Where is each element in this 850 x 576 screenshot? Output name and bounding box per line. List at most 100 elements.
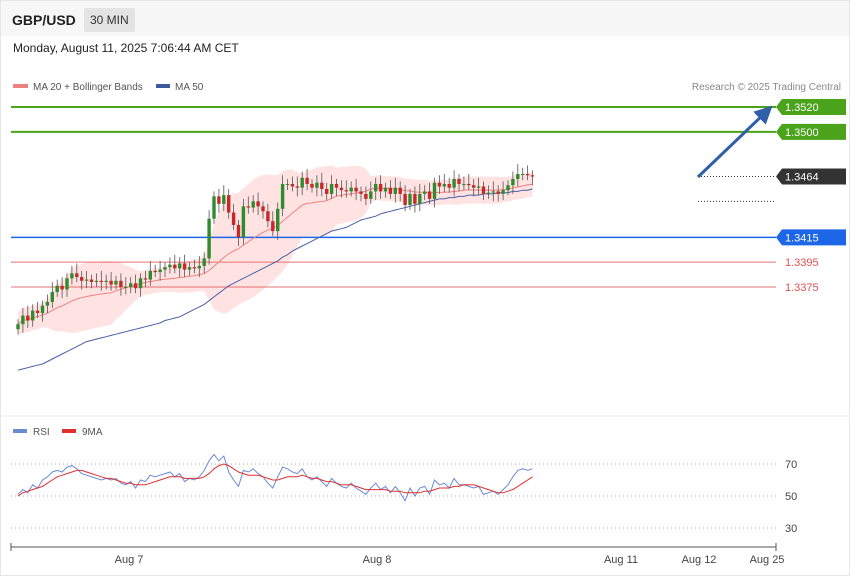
candle-up — [408, 193, 412, 206]
rsi-panel: 70 50 30 — [11, 453, 797, 535]
candle-down — [525, 174, 530, 176]
candle-down — [496, 191, 500, 194]
candle-down — [457, 179, 461, 184]
candle-up — [418, 193, 422, 204]
candle-up — [285, 183, 290, 185]
candle-down — [35, 310, 40, 314]
candle-up — [501, 190, 505, 194]
forecast-arrow — [696, 105, 773, 179]
candle-up — [506, 185, 510, 191]
candle-up — [476, 186, 481, 188]
candle-up — [432, 182, 437, 199]
candle-up — [138, 278, 143, 289]
candle-up — [212, 196, 216, 219]
candle-up — [31, 310, 35, 321]
candle-down — [60, 285, 64, 290]
candle-down — [295, 186, 299, 188]
candle-up — [452, 179, 456, 188]
candle-down — [413, 193, 417, 204]
candle-up — [511, 179, 515, 186]
candle-down — [256, 201, 260, 207]
rsi-ma-line — [17, 463, 533, 497]
rsi-level-label: 70 — [785, 459, 797, 471]
chart-header: GBP/USD 30 MIN — [1, 1, 849, 36]
candle-down — [359, 191, 363, 194]
candle-down — [403, 193, 407, 206]
candle-up — [315, 182, 319, 188]
price-level-labels: 1.3520 1.3500 1.3464 1.3415 1.3395 1.3375 — [776, 99, 846, 294]
x-tick-label: Aug 25 — [750, 554, 785, 566]
candle-down — [388, 187, 393, 194]
candle-up — [222, 195, 226, 204]
candle-down — [467, 183, 471, 186]
candle-down — [266, 211, 270, 222]
candle-down — [75, 273, 79, 278]
candle-down — [231, 212, 236, 225]
candles — [16, 164, 535, 335]
candle-up — [158, 269, 162, 273]
price-levels — [11, 106, 776, 288]
candle-down — [109, 280, 113, 285]
candle-up — [94, 280, 99, 283]
ma20-line — [17, 184, 533, 325]
candle-up — [374, 183, 378, 192]
candle-up — [462, 183, 466, 185]
candle-up — [202, 258, 206, 266]
x-axis: Aug 7 Aug 8 Aug 11 Aug 12 Aug 25 — [10, 543, 785, 566]
candle-down — [437, 182, 442, 187]
ma20-legend-label: MA 20 + Bollinger Bands — [33, 82, 143, 93]
bollinger-band-area — [18, 165, 533, 337]
candle-up — [393, 187, 397, 194]
x-tick-label: Aug 8 — [363, 554, 392, 566]
candle-down — [133, 283, 138, 289]
candle-up — [84, 279, 89, 281]
candle-down — [119, 280, 123, 287]
candle-up — [70, 273, 74, 279]
candle-up — [423, 191, 427, 194]
ma50-legend-label: MA 50 — [175, 82, 204, 93]
candle-up — [491, 191, 495, 193]
candle-up — [114, 280, 118, 285]
candle-down — [447, 183, 451, 188]
candle-up — [163, 267, 167, 270]
candle-down — [26, 315, 30, 321]
resistance-level-label: 1.3500 — [785, 127, 819, 139]
candle-down — [334, 183, 339, 188]
x-tick-label: Aug 12 — [682, 554, 717, 566]
rsi-legend-swatch — [13, 429, 27, 433]
candle-up — [124, 287, 128, 288]
candle-up — [197, 265, 201, 269]
candle-up — [280, 183, 285, 209]
rsi-legend-label: RSI — [33, 427, 50, 438]
candle-up — [187, 267, 192, 270]
candle-up — [521, 174, 525, 176]
candle-up — [329, 183, 334, 194]
candle-down — [398, 187, 402, 194]
symbol-title: GBP/USD — [12, 12, 76, 28]
candle-up — [516, 174, 520, 179]
ma50-legend-swatch — [156, 84, 170, 88]
candle-up — [45, 301, 50, 306]
candle-up — [383, 187, 388, 192]
x-tick-label: Aug 11 — [604, 554, 638, 566]
candle-up — [276, 208, 280, 232]
candle-up — [148, 270, 152, 280]
candle-down — [325, 188, 329, 194]
ma20-legend-swatch — [13, 84, 28, 88]
candle-down — [89, 279, 94, 283]
resistance-level-tag — [776, 123, 846, 140]
research-credit: Research © 2025 Trading Central — [692, 82, 841, 93]
resistance-level-tag — [776, 99, 846, 115]
candle-down — [153, 270, 157, 273]
timeframe-button[interactable]: 30 MIN — [84, 8, 135, 32]
candle-up — [178, 263, 182, 269]
candle-up — [16, 324, 20, 330]
moving-averages — [17, 184, 533, 371]
rsi-line — [17, 453, 533, 502]
candle-down — [530, 175, 535, 177]
candle-down — [261, 206, 265, 212]
current-level-tag — [776, 168, 846, 185]
pivot-level-tag — [776, 229, 846, 246]
support-level-label: 1.3375 — [785, 282, 819, 294]
